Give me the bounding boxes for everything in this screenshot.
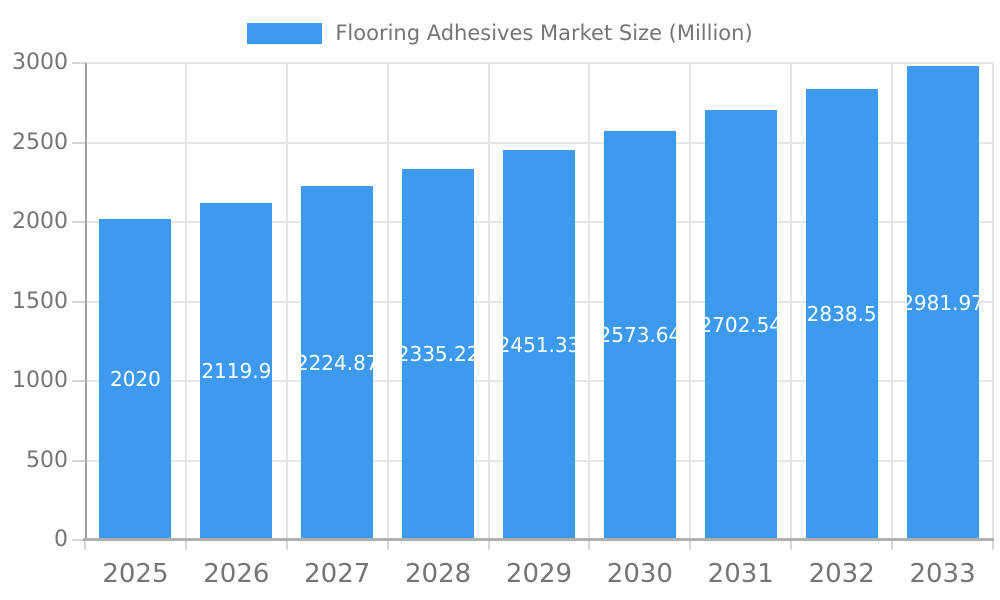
x-tick-2 — [285, 540, 288, 550]
y-axis-label: 1500 — [12, 288, 68, 314]
x-axis-label: 2027 — [304, 559, 371, 589]
x-tick-5 — [588, 540, 591, 550]
x-axis-line — [83, 538, 994, 541]
chart-legend: Flooring Adhesives Market Size (Million) — [0, 20, 1000, 46]
y-tick-1500 — [72, 300, 85, 303]
y-axis-label: 0 — [54, 527, 68, 552]
bar-value-label: 2838.5 — [806, 302, 877, 327]
gridline-x-8 — [891, 63, 894, 540]
bar-value-label: 2224.87 — [301, 351, 374, 376]
x-axis-label: 2033 — [909, 559, 976, 589]
gridline-x-9 — [992, 63, 994, 540]
bar-2026: 2119.9 — [200, 202, 273, 540]
bar-2028: 2335.22 — [402, 168, 475, 540]
y-axis-label: 1000 — [12, 368, 68, 393]
x-axis-label: 2026 — [203, 559, 270, 589]
x-axis-label: 2030 — [606, 559, 673, 589]
gridline-x-5 — [588, 63, 591, 540]
bar-2029: 2451.33 — [503, 150, 575, 540]
y-tick-2000 — [72, 221, 85, 223]
x-tick-3 — [386, 540, 389, 550]
x-axis-label: 2031 — [707, 559, 774, 589]
bar-value-label: 2573.64 — [603, 323, 676, 348]
y-axis-label: 500 — [26, 447, 68, 473]
x-axis-label: 2032 — [808, 559, 875, 589]
gridline-x-4 — [487, 63, 490, 540]
y-tick-2500 — [72, 141, 85, 144]
bar-2031: 2702.54 — [704, 110, 777, 540]
y-axis-label: 2500 — [12, 129, 68, 155]
x-tick-6 — [689, 540, 692, 550]
y-axis-label: 2000 — [12, 209, 68, 234]
x-tick-1 — [184, 540, 187, 550]
y-tick-3000 — [72, 62, 85, 64]
x-tick-8 — [891, 540, 894, 550]
y-axis-label: 3000 — [12, 50, 68, 75]
bar-value-label: 2702.54 — [704, 313, 777, 338]
legend-swatch-icon — [247, 22, 323, 44]
gridline-x-2 — [285, 63, 288, 540]
bar-2027: 2224.87 — [301, 186, 374, 540]
y-axis-line — [85, 63, 87, 540]
bar-value-label: 2335.22 — [402, 342, 475, 367]
bar-value-label: 2020 — [109, 367, 161, 392]
x-tick-0 — [84, 540, 86, 550]
x-axis-label: 2029 — [505, 559, 573, 589]
bar-value-label: 2119.9 — [201, 359, 272, 384]
x-axis-label: 2025 — [102, 559, 169, 589]
x-tick-9 — [992, 540, 994, 550]
legend-label: Flooring Adhesives Market Size (Million) — [335, 21, 753, 45]
bar-value-label: 2451.33 — [503, 333, 575, 358]
gridline-x-6 — [689, 63, 692, 540]
plot-area: 2020 2119.9 2224.87 2335.22 2451.33 2573.64 27… — [72, 62, 994, 550]
bar-2033: 2981.97 — [906, 65, 979, 540]
gridline-x-1 — [184, 63, 187, 540]
bar-value-label: 2981.97 — [906, 290, 979, 315]
bar-2032: 2838.5 — [805, 88, 878, 540]
bar-2025: 2020 — [99, 218, 172, 540]
gridline-y-3000 — [85, 62, 993, 64]
y-tick-1000 — [72, 380, 85, 382]
bar-2030: 2573.64 — [603, 130, 676, 540]
x-tick-4 — [487, 540, 490, 550]
x-tick-7 — [790, 540, 793, 550]
gridline-x-3 — [386, 63, 389, 540]
y-tick-500 — [72, 459, 85, 462]
y-tick-0 — [72, 539, 85, 541]
gridline-x-7 — [790, 63, 793, 540]
gridline-y-2500 — [85, 141, 993, 144]
x-axis-label: 2028 — [405, 559, 472, 589]
